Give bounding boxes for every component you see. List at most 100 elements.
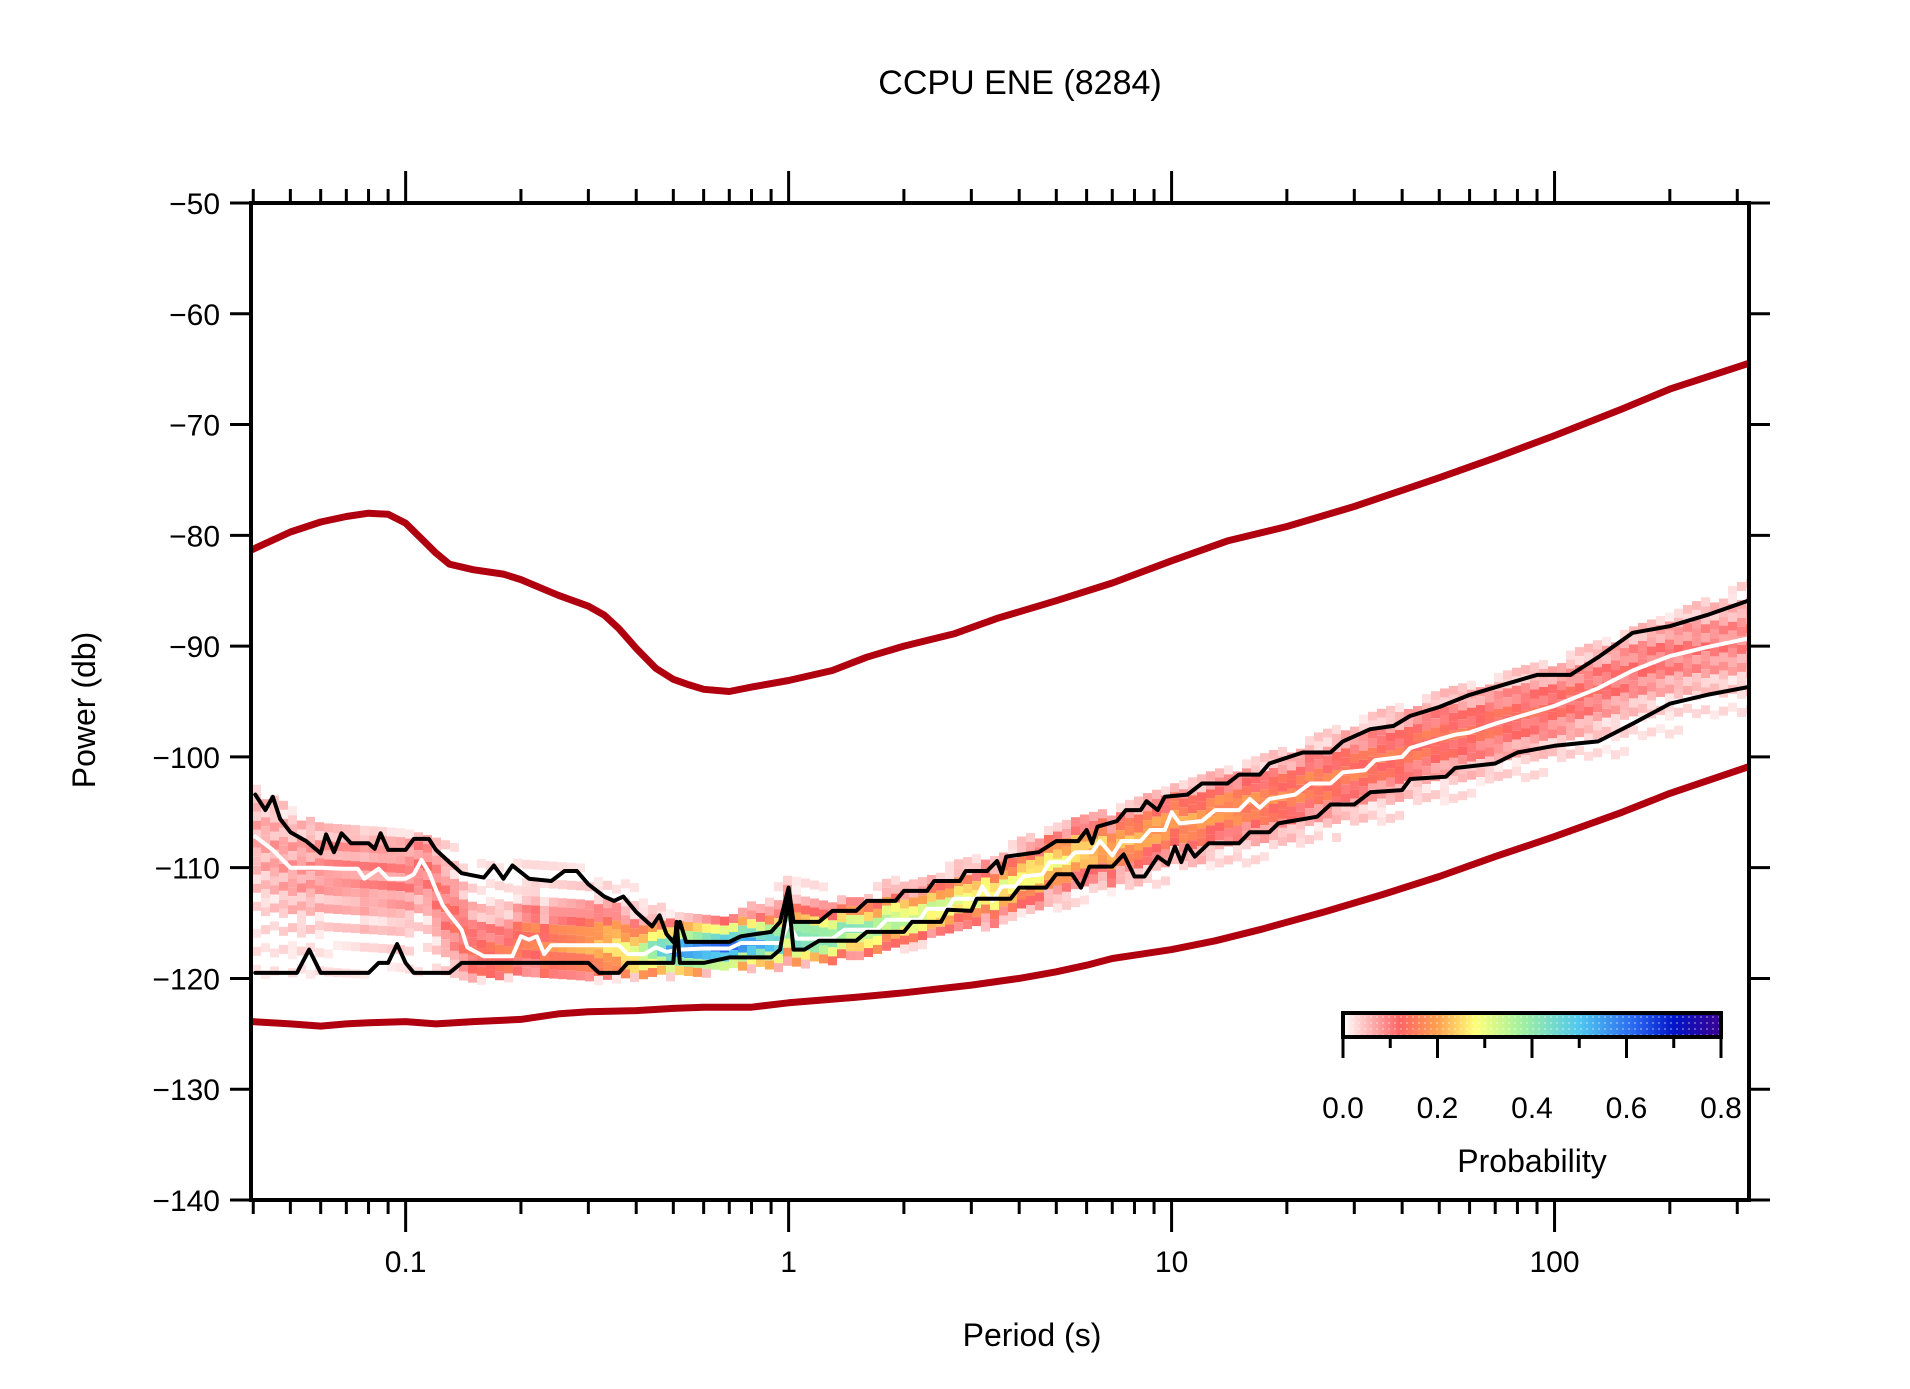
pdf-cell (1449, 703, 1458, 713)
pdf-cell (459, 953, 468, 963)
pdf-cell (1647, 727, 1656, 737)
y-tick-label: −140 (152, 1185, 220, 1218)
pdf-cell (1503, 670, 1512, 680)
pdf-cell (1440, 742, 1449, 752)
pdf-cell (432, 900, 441, 910)
pdf-cell (576, 917, 585, 927)
pdf-cell (387, 863, 396, 873)
pdf-cell (792, 921, 801, 931)
pdf-cell (459, 899, 468, 909)
pdf-cell (1692, 682, 1701, 692)
pdf-cell (1206, 771, 1215, 781)
pdf-cell (279, 845, 288, 855)
pdf-cell (981, 904, 990, 914)
x-tick-label: 100 (1530, 1246, 1580, 1279)
pdf-cell (1314, 822, 1323, 832)
pdf-cell (396, 864, 405, 874)
pdf-cell (1152, 789, 1161, 799)
pdf-cell (1530, 689, 1539, 699)
pdf-cell (261, 844, 270, 854)
x-axis-title: Period (s) (963, 1317, 1102, 1353)
pdf-cell (828, 920, 837, 930)
pdf-cell (1206, 852, 1215, 862)
pdf-cell (1737, 617, 1746, 627)
pdf-cell (657, 938, 666, 948)
pdf-cell (504, 964, 513, 974)
pdf-cell (621, 924, 630, 934)
pdf-cell (1368, 711, 1377, 721)
pdf-cell (477, 966, 486, 976)
pdf-cell (1485, 702, 1494, 712)
pdf-cell (1044, 834, 1053, 844)
pdf-cell (630, 973, 639, 983)
colorbar-dither (1343, 1013, 1721, 1037)
pdf-cell (585, 918, 594, 928)
pdf-cell (918, 904, 927, 914)
pdf-cell (1341, 739, 1350, 749)
pdf-cell (1350, 753, 1359, 763)
pdf-cell (1701, 669, 1710, 679)
pdf-cell (1395, 711, 1404, 721)
pdf-cell (1548, 720, 1557, 730)
pdf-cell (1359, 723, 1368, 733)
pdf-cell (441, 912, 450, 922)
pdf-cell (423, 924, 432, 934)
pdf-cell (666, 972, 675, 982)
pdf-cell (1629, 698, 1638, 708)
pdf-cell (522, 904, 531, 914)
pdf-cell (378, 889, 387, 899)
pdf-cell (1035, 856, 1044, 866)
pdf-cell (1728, 603, 1737, 613)
pdf-cell (1674, 662, 1683, 672)
pdf-cell (1665, 711, 1674, 721)
pdf-cell (531, 941, 540, 951)
pdf-cell (1521, 683, 1530, 693)
pdf-cell (369, 862, 378, 872)
pdf-cell (1458, 710, 1467, 720)
pdf-cell (279, 890, 288, 900)
pdf-cell (684, 940, 693, 950)
pdf-cell (1512, 703, 1521, 713)
pdf-cell (1278, 809, 1287, 819)
pdf-cell (459, 962, 468, 972)
pdf-cell (1377, 780, 1386, 790)
pdf-cell (918, 877, 927, 887)
pdf-cell (900, 881, 909, 891)
pdf-cell (621, 951, 630, 961)
pdf-cell (792, 912, 801, 922)
pdf-cell (774, 954, 783, 964)
pdf-cell (558, 925, 567, 935)
pdf-cell (1692, 601, 1701, 611)
pdf-cell (1044, 888, 1053, 898)
pdf-cell (1611, 696, 1620, 706)
pdf-cell (594, 958, 603, 968)
pdf-cell (297, 964, 306, 974)
pdf-cell (1566, 677, 1575, 687)
pdf-cell (1737, 707, 1746, 717)
pdf-cell (1377, 762, 1386, 772)
pdf-cell (261, 943, 270, 953)
pdf-cell (1044, 852, 1053, 862)
pdf-cell (747, 955, 756, 965)
pdf-cell (369, 871, 378, 881)
pdf-cell (1242, 813, 1251, 823)
pdf-cell (468, 883, 477, 893)
pdf-cell (1197, 819, 1206, 829)
pdf-cell (1107, 815, 1116, 825)
pdf-cell (864, 948, 873, 958)
pdf-cell (1710, 710, 1719, 720)
pdf-cell (1476, 714, 1485, 724)
pdf-cell (1062, 846, 1071, 856)
pdf-cell (621, 906, 630, 916)
pdf-cell (1143, 847, 1152, 857)
pdf-cell (432, 873, 441, 883)
plot-frame (249, 201, 1751, 1202)
pdf-cell (270, 813, 279, 823)
pdf-cell (1089, 883, 1098, 893)
pdf-cell (909, 933, 918, 943)
pdf-cell (819, 918, 828, 928)
pdf-cell (747, 901, 756, 911)
pdf-cell (1476, 768, 1485, 778)
pdf-cell (1071, 871, 1080, 881)
pdf-cell (711, 924, 720, 934)
